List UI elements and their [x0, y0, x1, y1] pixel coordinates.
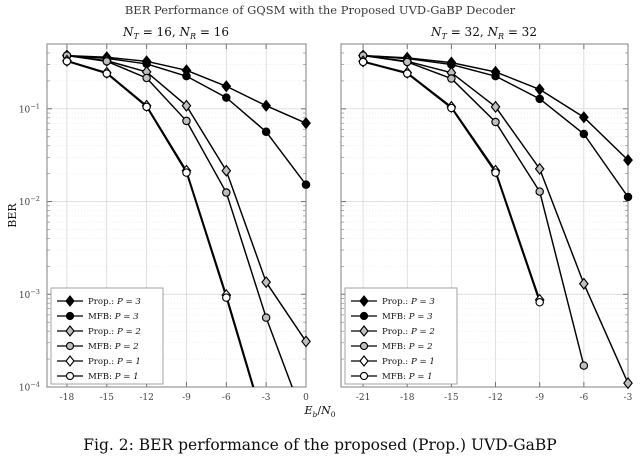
legend-marker-mfb-p3: [65, 311, 75, 321]
legend-marker-mfb-p2: [359, 341, 369, 351]
marker-prop-p2: [181, 99, 192, 112]
legend-marker-prop-p3: [359, 295, 369, 307]
legend-marker-mfb-p1: [65, 371, 75, 381]
x-tick-label: -3: [624, 393, 633, 403]
plot-frame: [46, 43, 307, 388]
x-axis-label: Eb/N0: [304, 404, 336, 419]
panel-left: NT = 16, NR = 16 -18 -15 -12 -9 -6 -3 0 10−1 10−2…: [6, 25, 311, 403]
marker-prop-p2: [578, 277, 589, 290]
x-tick-label: -18: [400, 393, 415, 403]
x-tick-label: -6: [579, 393, 588, 403]
x-tick-label: -3: [262, 393, 271, 403]
legend-marker-prop-p1: [65, 355, 75, 367]
marker-prop-p2: [301, 335, 311, 348]
x-tick-label: -18: [60, 393, 75, 403]
legend-marker-prop-p2: [65, 325, 75, 337]
legend-marker-prop-p1: [359, 355, 369, 367]
marker-mfb-p3: [535, 94, 544, 104]
y-tick-label: 10−4: [19, 381, 40, 394]
legend-label-prop-p2: Prop.: P = 2: [88, 327, 141, 337]
marker-prop-p2: [534, 162, 545, 176]
marker-prop-p3: [623, 153, 633, 167]
x-tick-label: -15: [100, 393, 115, 403]
marker-mfb-p1: [62, 57, 72, 66]
marker-prop-p2: [261, 276, 272, 289]
marker-mfb-p2: [579, 361, 589, 370]
legend-marker-mfb-p1: [359, 371, 369, 381]
marker-mfb-p2: [182, 116, 191, 126]
marker-prop-p3: [534, 83, 545, 96]
x-tick-label: -9: [535, 393, 544, 403]
legend-label-mfb-p1: MFB: P = 1: [382, 372, 433, 382]
marker-mfb-p1: [102, 69, 112, 78]
marker-mfb-p2: [222, 188, 231, 197]
legend-marker-prop-p3: [65, 295, 75, 307]
plot-frame: [340, 43, 629, 388]
marker-mfb-p3: [301, 180, 311, 189]
legend-marker-mfb-p2: [65, 341, 75, 351]
marker-mfb-p3: [182, 71, 191, 81]
marker-mfb-p1: [535, 298, 544, 307]
x-tick-label: 0: [303, 393, 309, 403]
legend-label-mfb-p3: MFB: P = 3: [88, 312, 139, 322]
legend-label-mfb-p1: MFB: P = 1: [88, 372, 139, 382]
x-tick-label: -6: [222, 393, 231, 403]
marker-mfb-p2: [102, 57, 112, 66]
marker-mfb-p1: [491, 168, 500, 177]
marker-prop-p3: [261, 99, 272, 112]
figure-caption: Fig. 2: BER performance of the proposed …: [83, 436, 556, 454]
legend-label-mfb-p2: MFB: P = 2: [88, 342, 139, 352]
marker-mfb-p1: [402, 69, 412, 78]
y-tick-label: 10−3: [19, 288, 40, 301]
marker-mfb-p1: [142, 102, 151, 112]
legend-label-prop-p1: Prop.: P = 1: [88, 357, 141, 367]
legend-label-mfb-p2: MFB: P = 2: [382, 342, 433, 352]
marker-prop-p3: [221, 80, 232, 93]
marker-prop-p2: [623, 377, 633, 390]
marker-mfb-p3: [222, 93, 231, 102]
legend-marker-prop-p2: [359, 325, 369, 337]
marker-prop-p3: [578, 111, 589, 124]
marker-mfb-p2: [535, 187, 544, 196]
legend-label-prop-p3: Prop.: P = 3: [88, 297, 141, 307]
x-tick-label: -12: [488, 393, 503, 403]
x-tick-label: -15: [444, 393, 459, 403]
marker-mfb-p2: [402, 57, 412, 67]
marker-mfb-p3: [579, 129, 589, 139]
x-tick-label: -21: [356, 393, 371, 403]
x-tick-label: -9: [182, 393, 191, 403]
legend-label-mfb-p3: MFB: P = 3: [382, 312, 433, 322]
marker-mfb-p3: [623, 192, 633, 202]
legend-label-prop-p1: Prop.: P = 1: [382, 357, 435, 367]
marker-mfb-p3: [491, 71, 500, 81]
marker-mfb-p2: [142, 73, 151, 83]
marker-prop-p2: [490, 100, 501, 113]
panel-subtitle-right: NT = 32, NR = 32: [430, 25, 537, 41]
marker-mfb-p2: [491, 117, 500, 127]
marker-prop-p2: [221, 164, 232, 177]
marker-mfb-p2: [447, 74, 456, 83]
legend-label-prop-p3: Prop.: P = 3: [382, 297, 435, 307]
marker-mfb-p2: [261, 313, 271, 322]
marker-mfb-p1: [447, 103, 456, 113]
figure-title: BER Performance of GQSM with the Propose…: [125, 3, 516, 17]
panel-right: NT = 32, NR = 32 -21 -18 -15 -12 -9 -6 -3 Prop.:…: [340, 25, 633, 403]
series-line-mfb-p1: [66, 60, 254, 387]
marker-mfb-p3: [261, 127, 271, 137]
x-tick-label: -12: [139, 393, 154, 403]
y-tick-label: 10−1: [19, 102, 40, 115]
marker-mfb-p1: [358, 57, 368, 67]
legend-marker-mfb-p3: [359, 311, 369, 321]
y-axis-label: BER: [6, 203, 19, 228]
legend-label-prop-p2: Prop.: P = 2: [382, 327, 435, 337]
marker-mfb-p1: [182, 168, 191, 177]
series-line-mfb-p2: [362, 54, 585, 366]
marker-prop-p3: [301, 117, 311, 130]
panel-subtitle-left: NT = 16, NR = 16: [122, 25, 229, 41]
marker-mfb-p1: [222, 293, 231, 302]
y-tick-label: 10−2: [19, 195, 40, 208]
